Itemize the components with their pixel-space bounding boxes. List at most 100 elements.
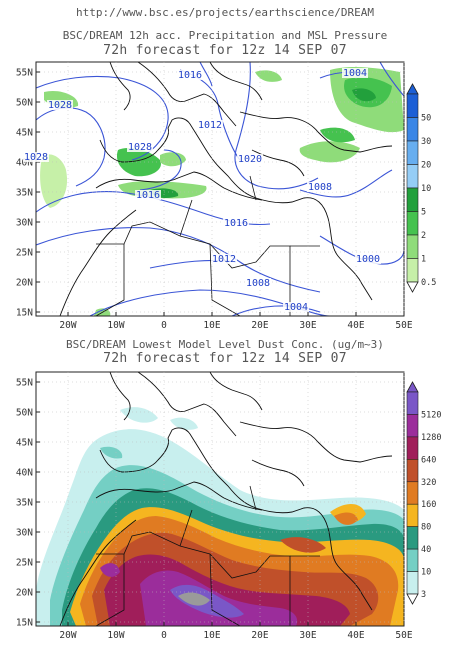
lon-label: 10E (203, 630, 220, 641)
isobar-label: 1028 (128, 142, 152, 153)
colorbar-swatch (406, 548, 419, 572)
lon-label: 0 (161, 320, 167, 331)
lat-label: 30N (16, 218, 33, 229)
dust-colorbar: 5120 1280 640 320 160 80 40 10 3 (406, 381, 441, 605)
lon-label: 40E (347, 630, 364, 641)
lat-label: 30N (16, 528, 33, 539)
isobar-label-bg (307, 182, 333, 192)
isobar-labels: 1028 1016 1004 1028 1012 1028 1020 1016 1016 1008… (23, 68, 381, 313)
colorbar-level-label: 80 (421, 523, 431, 533)
isobar-label: 1008 (308, 182, 332, 193)
lat-label: 50N (16, 98, 33, 109)
colorbar-swatch (406, 436, 419, 460)
isobar-label-bg (223, 218, 249, 228)
top-panel-forecast-label: 72h forecast for 12z 14 SEP 07 (103, 43, 347, 58)
colorbar-level-label: 2 (421, 231, 426, 241)
colorbar-level-label: 10 (421, 184, 431, 194)
colorbar-level-label: 1 (421, 255, 426, 265)
colorbar-level-label: 320 (421, 478, 436, 488)
colorbar-swatch (406, 258, 419, 283)
isobar-label: 1012 (198, 120, 222, 131)
colorbar-swatch (406, 164, 419, 189)
lat-label: 15N (16, 618, 33, 629)
colorbar-swatch (406, 526, 419, 550)
lon-label: 20E (251, 320, 268, 331)
isobar-label-bg (197, 120, 223, 130)
isobar-label-bg (355, 254, 381, 264)
colorbar-level-label: 3 (421, 590, 426, 600)
lat-label: 45N (16, 438, 33, 449)
lat-label: 15N (16, 308, 33, 319)
borders (95, 175, 320, 316)
colorbar-level-label: 1280 (421, 433, 441, 443)
isobar-label: 1016 (136, 190, 160, 201)
coastlines (59, 62, 393, 316)
lon-label: 30E (299, 630, 316, 641)
bottom-gridlines (36, 372, 405, 626)
lon-label: 20W (59, 320, 76, 331)
isobar-label: 1004 (284, 302, 308, 313)
lon-label: 10E (203, 320, 220, 331)
lat-label: 40N (16, 468, 33, 479)
isobar-label: 1028 (48, 100, 72, 111)
isobar-label: 1020 (238, 154, 262, 165)
colorbar-swatch (406, 414, 419, 438)
precipitation-field (36, 62, 404, 316)
lat-label: 55N (16, 68, 33, 79)
source-url[interactable]: http://www.bsc.es/projects/earthscience/… (75, 6, 374, 19)
lat-label: 25N (16, 558, 33, 569)
lon-label: 30E (299, 320, 316, 331)
lat-label: 55N (16, 378, 33, 389)
lat-label: 40N (16, 158, 33, 169)
isobar-label: 1008 (246, 278, 270, 289)
isobar-label-bg (23, 152, 49, 162)
top-gridlines (36, 62, 405, 316)
lat-label: 35N (16, 188, 33, 199)
colorbar-swatch (406, 459, 419, 483)
colorbar-level-label: 0.5 (421, 278, 436, 288)
dust-concentration-field (36, 372, 404, 626)
colorbar-top-arrow (406, 381, 419, 393)
colorbar-swatch (406, 140, 419, 165)
colorbar-swatch (406, 503, 419, 527)
colorbar-level-label: 5 (421, 208, 426, 218)
colorbar-top-arrow (406, 83, 419, 95)
colorbar-swatch (406, 391, 419, 415)
lat-label: 45N (16, 128, 33, 139)
top-lon-labels: 20W 10W 0 10E 20E 30E 40E 50E (59, 320, 412, 331)
isobar-label-bg (342, 68, 368, 78)
lon-label: 50E (395, 630, 412, 641)
isobar-label-bg (47, 100, 73, 110)
isobar-label: 1000 (356, 254, 380, 265)
lon-label: 40E (347, 320, 364, 331)
isobar-label-bg (135, 190, 161, 200)
isobar-label: 1012 (212, 254, 236, 265)
lon-label: 10W (107, 320, 124, 331)
bottom-panel-forecast-label: 72h forecast for 12z 14 SEP 07 (103, 351, 347, 366)
colorbar-level-label: 20 (421, 161, 431, 171)
colorbar-bottom-arrow (406, 281, 419, 293)
colorbar-level-label: 5120 (421, 410, 441, 420)
lon-label: 20E (251, 630, 268, 641)
isobar-label-bg (245, 278, 271, 288)
lon-label: 0 (161, 630, 167, 641)
colorbar-level-label: 40 (421, 545, 431, 555)
colorbar-swatch (406, 234, 419, 259)
lon-label: 50E (395, 320, 412, 331)
colorbar-level-label: 50 (421, 114, 431, 124)
lat-label: 20N (16, 588, 33, 599)
bottom-lat-labels: 55N 50N 45N 40N 35N 30N 25N 20N 15N (16, 378, 33, 629)
top-map-frame (35, 61, 405, 317)
bottom-borders (95, 485, 320, 626)
colorbar-level-label: 640 (421, 455, 436, 465)
colorbar-swatch (406, 211, 419, 236)
colorbar-level-label: 30 (421, 137, 431, 147)
colorbar-level-label: 160 (421, 500, 436, 510)
isobar-label: 1016 (224, 218, 248, 229)
isobar-label: 1016 (178, 70, 202, 81)
colorbar-swatch (406, 481, 419, 505)
precipitation-colorbar: 50 30 20 10 5 2 1 0.5 (406, 83, 436, 293)
lat-label: 35N (16, 498, 33, 509)
